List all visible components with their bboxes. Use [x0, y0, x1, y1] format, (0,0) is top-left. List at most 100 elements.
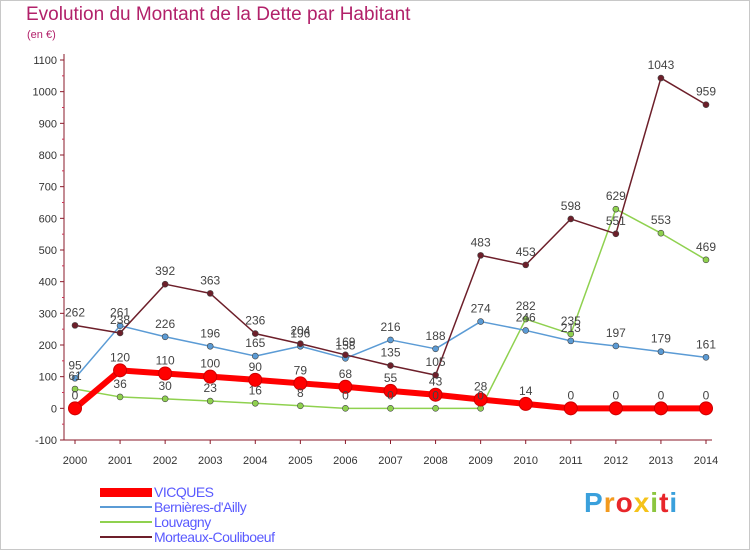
data-label: 553: [651, 213, 671, 227]
data-point: [567, 337, 575, 345]
y-tick-label: 600: [39, 213, 57, 225]
data-label: 30: [158, 379, 172, 393]
data-label: 274: [471, 302, 491, 316]
data-label: 61: [68, 369, 82, 383]
legend-swatch: [100, 536, 152, 538]
x-tick-label: 2001: [108, 455, 132, 467]
data-label: 165: [245, 336, 265, 350]
data-label: 28: [474, 379, 488, 393]
line-chart: -100010020030040050060070080090010001100…: [33, 54, 718, 467]
legend-swatch: [100, 521, 152, 523]
brand-letter: r: [603, 487, 616, 518]
data-label: 392: [155, 264, 175, 278]
data-label: 238: [110, 313, 130, 327]
data-label: 158: [335, 338, 355, 352]
chart-subtitle: (en €): [27, 29, 56, 41]
data-point: [518, 396, 533, 411]
brand-letter: t: [659, 487, 670, 518]
data-label: 169: [335, 335, 355, 349]
data-label: 0: [703, 388, 710, 402]
y-tick-label: -100: [35, 435, 57, 447]
data-point: [428, 387, 443, 402]
data-label: 14: [519, 384, 533, 398]
data-point: [522, 261, 530, 269]
data-label: 598: [561, 199, 581, 213]
data-label: 0: [432, 388, 439, 402]
data-label: 68: [339, 367, 353, 381]
chart-title: Evolution du Montant de la Dette par Hab…: [26, 4, 411, 25]
y-tick-label: 400: [39, 277, 57, 289]
x-tick-label: 2002: [153, 455, 177, 467]
data-label: 483: [471, 235, 491, 249]
y-tick-label: 300: [39, 308, 57, 320]
data-point: [702, 354, 710, 361]
data-point: [71, 322, 79, 329]
data-point: [113, 363, 128, 378]
data-label: 90: [249, 360, 263, 374]
data-point: [432, 345, 439, 353]
data-label: 23: [204, 381, 218, 395]
brand-letter: P: [584, 487, 604, 518]
data-label: 453: [516, 245, 536, 259]
data-label: 551: [606, 214, 626, 228]
brand-logo: Proxiti: [584, 487, 678, 519]
y-tick-label: 1000: [33, 87, 57, 99]
data-label: 55: [384, 371, 398, 385]
y-tick-label: 200: [39, 340, 57, 352]
data-point: [653, 401, 668, 416]
data-label: 120: [110, 350, 130, 364]
data-label: 261: [110, 306, 130, 320]
data-point: [702, 101, 710, 108]
data-label: 235: [561, 314, 581, 328]
data-label: 179: [651, 332, 671, 346]
y-tick-label: 500: [39, 245, 57, 257]
data-point: [657, 74, 665, 82]
data-point: [251, 330, 259, 337]
x-tick-label: 2009: [468, 455, 492, 467]
legend-swatch: [100, 488, 152, 497]
data-point: [699, 401, 713, 416]
data-point: [612, 205, 620, 213]
data-point: [297, 340, 304, 348]
legend-label: VICQUES: [154, 484, 214, 500]
data-point: [702, 256, 710, 264]
data-point: [522, 327, 530, 334]
data-label: 95: [68, 358, 82, 372]
data-point: [612, 342, 620, 350]
data-label: 135: [380, 346, 400, 360]
brand-letter: i: [669, 487, 679, 518]
data-label: 110: [156, 354, 175, 368]
x-tick-label: 2004: [243, 455, 267, 467]
legend-swatch: [100, 506, 152, 508]
brand-letter: i: [650, 487, 660, 518]
data-point: [657, 348, 665, 355]
data-label: 36: [113, 377, 127, 391]
data-point: [608, 401, 623, 416]
data-label: 16: [249, 383, 263, 397]
data-label: 1043: [648, 58, 675, 72]
data-point: [248, 372, 263, 387]
y-tick-label: 900: [39, 118, 57, 130]
brand-letter: o: [615, 487, 634, 518]
data-point: [657, 229, 665, 237]
data-point: [338, 379, 353, 394]
data-label: 226: [155, 317, 175, 331]
x-tick-label: 2006: [333, 455, 357, 467]
data-label: 79: [294, 363, 308, 377]
x-tick-label: 2005: [288, 455, 312, 467]
data-point: [567, 330, 575, 338]
data-label: 363: [200, 273, 220, 287]
data-label: 262: [65, 305, 85, 319]
data-point: [567, 215, 575, 223]
data-label: 236: [245, 314, 265, 328]
data-label: 0: [342, 388, 349, 402]
data-point: [473, 392, 488, 407]
y-tick-label: 700: [39, 182, 57, 194]
data-point: [612, 230, 620, 238]
legend-label: Bernières-d'Ailly: [154, 499, 247, 515]
x-tick-label: 2003: [198, 455, 222, 467]
brand-letter: x: [633, 487, 651, 518]
data-label: 204: [290, 324, 310, 338]
data-point: [293, 376, 308, 391]
